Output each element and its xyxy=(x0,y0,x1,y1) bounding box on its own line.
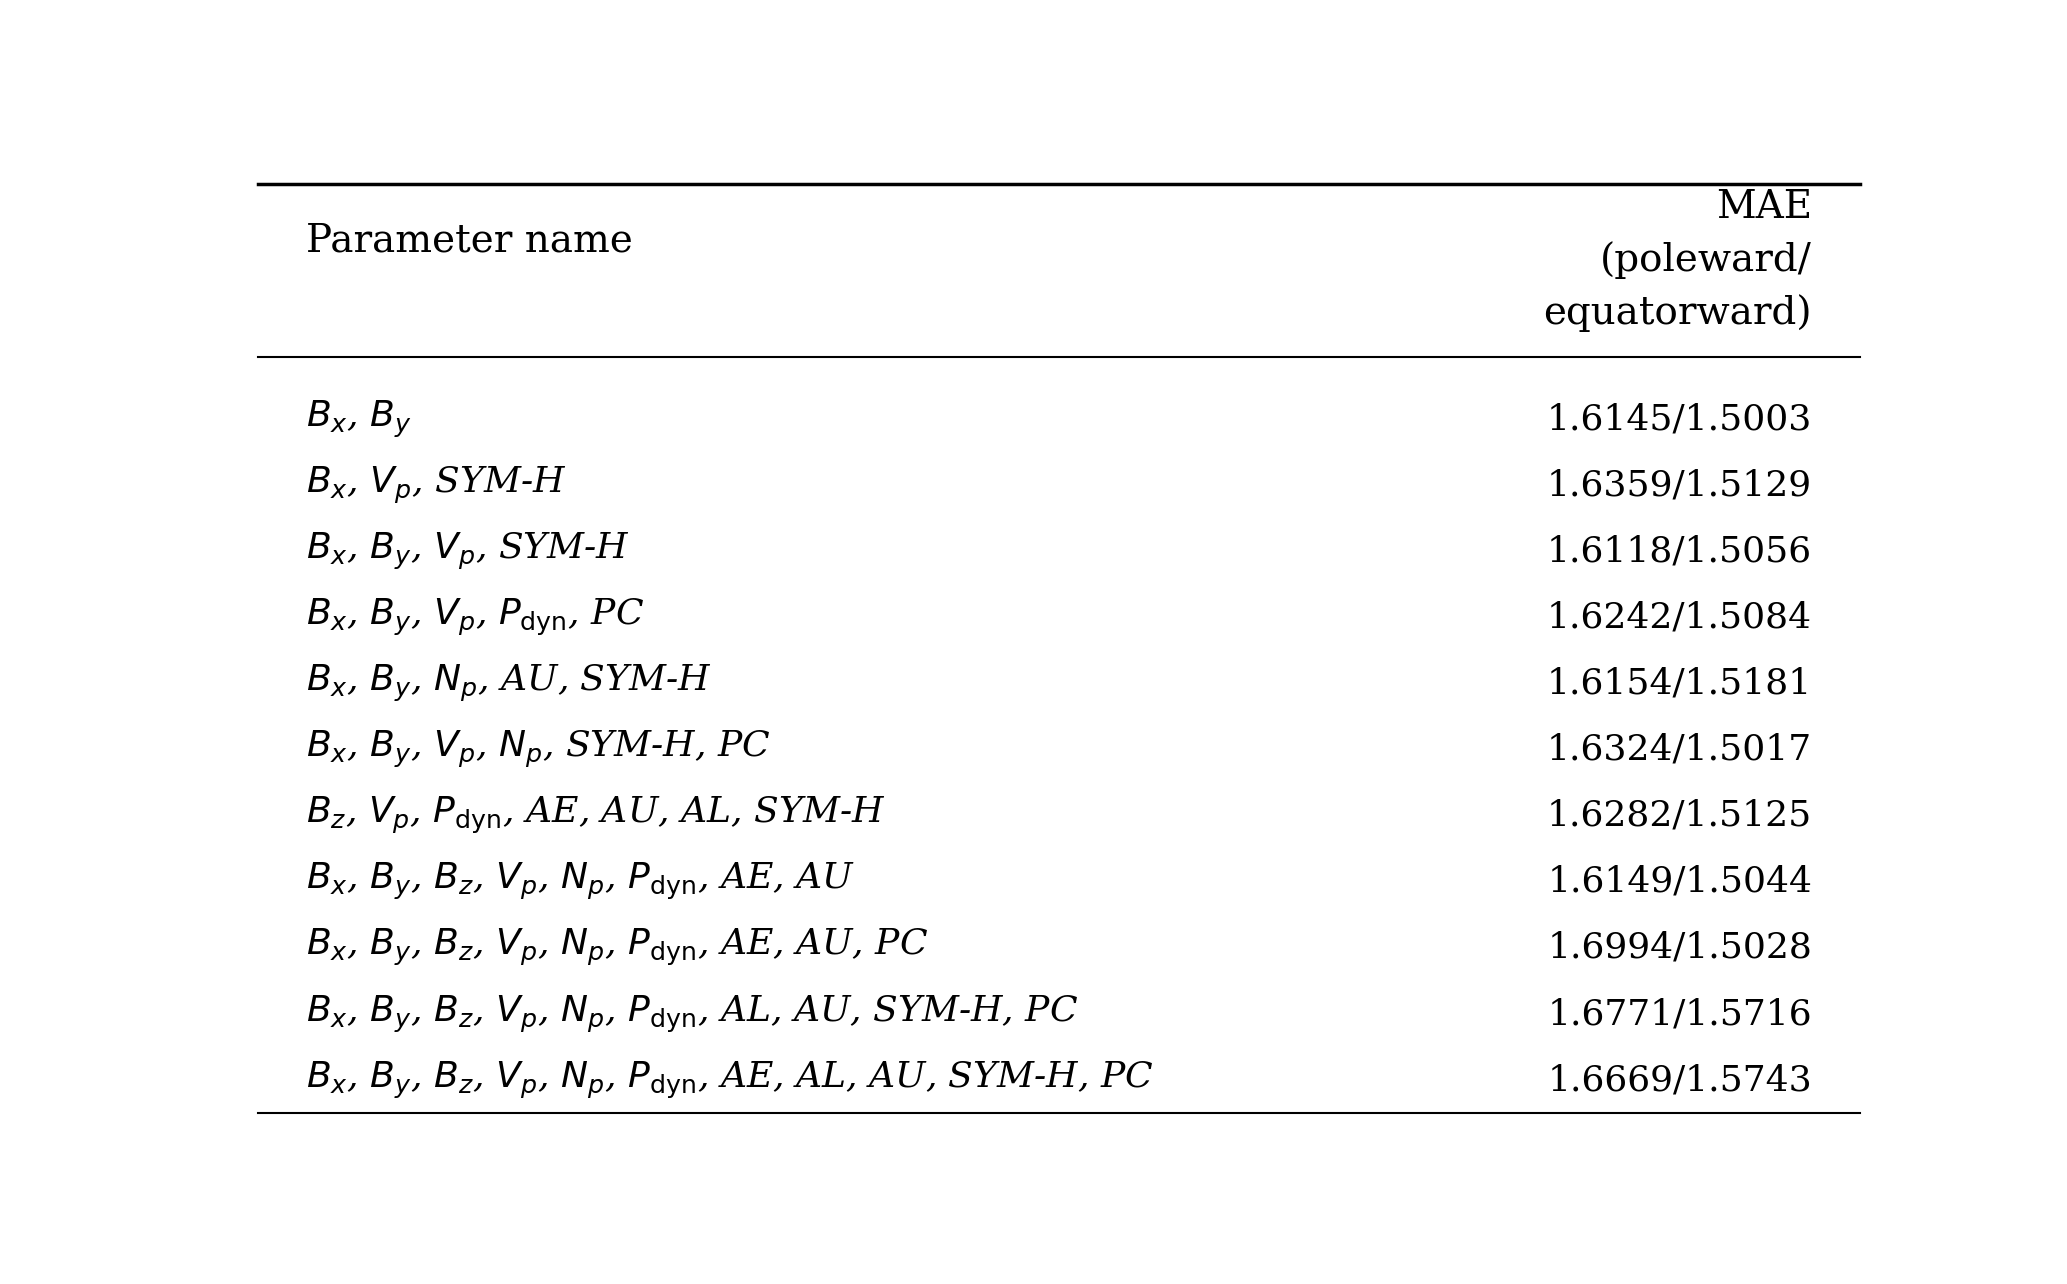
Text: Parameter name: Parameter name xyxy=(306,222,633,259)
Text: $B_x$, $B_y$, $B_z$, $V_p$, $N_p$, $P_\mathrm{dyn}$, AE, AU: $B_x$, $B_y$, $B_z$, $V_p$, $N_p$, $P_\m… xyxy=(306,862,856,903)
Text: $B_x$, $B_y$, $B_z$, $V_p$, $N_p$, $P_\mathrm{dyn}$, AE, AL, AU, SYM-H, PC: $B_x$, $B_y$, $B_z$, $V_p$, $N_p$, $P_\m… xyxy=(306,1059,1153,1100)
Text: $B_x$, $B_y$, $V_p$, $N_p$, SYM-H, PC: $B_x$, $B_y$, $V_p$, $N_p$, SYM-H, PC xyxy=(306,729,771,770)
Text: $B_x$, $B_y$, $B_z$, $V_p$, $N_p$, $P_\mathrm{dyn}$, AE, AU, PC: $B_x$, $B_y$, $B_z$, $V_p$, $N_p$, $P_\m… xyxy=(306,927,928,968)
Text: $B_x$, $B_y$, $B_z$, $V_p$, $N_p$, $P_\mathrm{dyn}$, AL, AU, SYM-H, PC: $B_x$, $B_y$, $B_z$, $V_p$, $N_p$, $P_\m… xyxy=(306,994,1079,1035)
Text: 1.6149/1.5044: 1.6149/1.5044 xyxy=(1548,865,1813,899)
Text: $B_x$, $B_y$, $V_p$, $P_\mathrm{dyn}$, PC: $B_x$, $B_y$, $V_p$, $P_\mathrm{dyn}$, P… xyxy=(306,597,645,638)
Text: $B_x$, $B_y$, $N_p$, AU, SYM-H: $B_x$, $B_y$, $N_p$, AU, SYM-H xyxy=(306,663,713,704)
Text: MAE
(poleward/
equatorward): MAE (poleward/ equatorward) xyxy=(1544,189,1813,331)
Text: $B_x$, $B_y$, $V_p$, SYM-H: $B_x$, $B_y$, $V_p$, SYM-H xyxy=(306,532,630,573)
Text: $B_z$, $V_p$, $P_\mathrm{dyn}$, AE, AU, AL, SYM-H: $B_z$, $V_p$, $P_\mathrm{dyn}$, AE, AU, … xyxy=(306,795,887,836)
Text: 1.6669/1.5743: 1.6669/1.5743 xyxy=(1548,1063,1813,1097)
Text: 1.6282/1.5125: 1.6282/1.5125 xyxy=(1546,799,1813,833)
Text: 1.6771/1.5716: 1.6771/1.5716 xyxy=(1548,996,1813,1031)
Text: 1.6994/1.5028: 1.6994/1.5028 xyxy=(1548,931,1813,966)
Text: $B_x$, $B_y$: $B_x$, $B_y$ xyxy=(306,399,411,440)
Text: 1.6154/1.5181: 1.6154/1.5181 xyxy=(1546,666,1813,701)
Text: 1.6359/1.5129: 1.6359/1.5129 xyxy=(1546,469,1813,502)
Text: $B_x$, $V_p$, SYM-H: $B_x$, $V_p$, SYM-H xyxy=(306,465,566,506)
Text: 1.6118/1.5056: 1.6118/1.5056 xyxy=(1546,534,1813,569)
Text: 1.6242/1.5084: 1.6242/1.5084 xyxy=(1546,601,1813,634)
Text: 1.6145/1.5003: 1.6145/1.5003 xyxy=(1546,402,1813,437)
Text: 1.6324/1.5017: 1.6324/1.5017 xyxy=(1546,733,1813,767)
